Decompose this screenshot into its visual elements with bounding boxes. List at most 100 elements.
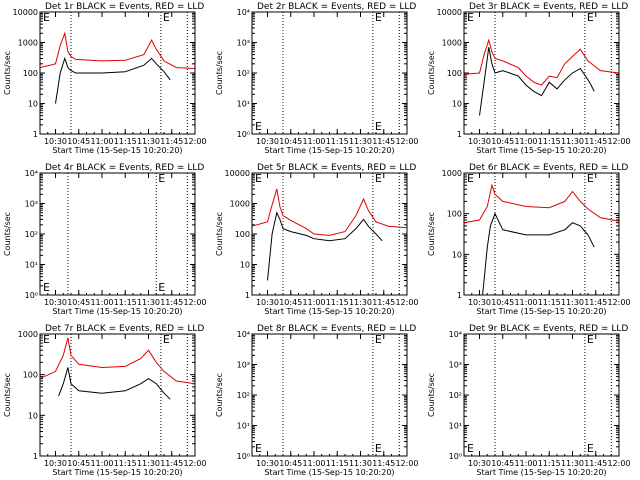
x-tick-label: 10:45 — [67, 298, 90, 307]
x-axis-label: Start Time (15-Sep-15 10:20:20) — [476, 146, 606, 155]
x-tick-label: 11:00 — [90, 137, 113, 146]
x-tick-label: 12:00 — [395, 137, 418, 146]
x-tick-label: 11:45 — [584, 137, 607, 146]
plot-frame — [251, 333, 408, 457]
x-tick-label: 11:00 — [514, 459, 537, 468]
series-lld-line — [39, 31, 196, 69]
y-tick-label: 10 — [452, 250, 462, 259]
x-tick-label: 11:15 — [326, 137, 349, 146]
x-axis-label: Start Time (15-Sep-15 10:20:20) — [264, 468, 394, 477]
panel-title: Det 5r BLACK = Events, RED = LLD — [257, 163, 416, 173]
series-lld-line — [39, 337, 196, 385]
x-tick-label: 11:30 — [561, 137, 584, 146]
event-marker: E — [467, 11, 474, 24]
y-axis-label: Counts/sec — [215, 51, 224, 95]
panel-title: Det 9r BLACK = Events, RED = LLD — [469, 324, 628, 334]
x-tick-label: 10:30 — [468, 459, 491, 468]
y-tick-label: 10² — [449, 391, 462, 400]
y-tick-label: 1000 — [442, 39, 462, 48]
event-marker: E — [163, 333, 170, 346]
event-marker: E — [43, 11, 50, 24]
y-tick-label: 10⁴ — [449, 330, 462, 339]
x-tick-label: 11:15 — [326, 459, 349, 468]
y-tick-label: 1 — [33, 130, 38, 139]
y-tick-label: 10⁰ — [237, 452, 250, 461]
y-tick-label: 10 — [452, 100, 462, 109]
y-tick-label: 10 — [240, 261, 250, 270]
panel-7: Det 7r BLACK = Events, RED = LLD Counts/s… — [3, 324, 207, 477]
panel-title: Det 8r BLACK = Events, RED = LLD — [257, 324, 416, 334]
x-tick-label: 11:00 — [514, 298, 537, 307]
event-marker: E — [467, 442, 474, 455]
y-tick-label: 1 — [245, 291, 250, 300]
x-axis-label: Start Time (15-Sep-15 10:20:20) — [476, 468, 606, 477]
event-marker: E — [43, 281, 50, 294]
series-lld-line — [463, 38, 620, 86]
series-lld-line — [463, 183, 620, 224]
series-events-line — [482, 212, 595, 296]
x-tick-label: 12:00 — [607, 137, 630, 146]
y-axis-label: Counts/sec — [427, 373, 436, 417]
y-tick-label: 10³ — [449, 361, 462, 370]
y-axis-label: Counts/sec — [215, 212, 224, 256]
panel-8: Det 8r BLACK = Events, RED = LLD Counts/s… — [215, 324, 419, 477]
y-axis-label: Counts/sec — [427, 51, 436, 95]
x-tick-label: 10:30 — [44, 459, 67, 468]
y-tick-label: 1000 — [18, 39, 38, 48]
x-tick-label: 11:15 — [114, 137, 137, 146]
event-marker: E — [255, 172, 262, 185]
plot-frame — [463, 333, 620, 457]
x-tick-label: 11:00 — [302, 298, 325, 307]
x-tick-label: 12:00 — [607, 298, 630, 307]
x-tick-label: 11:45 — [160, 459, 183, 468]
y-tick-label: 100 — [447, 69, 462, 78]
x-tick-label: 11:45 — [372, 459, 395, 468]
x-tick-label: 10:45 — [279, 459, 302, 468]
y-tick-label: 10000 — [437, 8, 462, 17]
x-tick-label: 11:45 — [160, 298, 183, 307]
x-tick-label: 11:15 — [114, 298, 137, 307]
plot-frame — [39, 11, 196, 135]
panel-9: Det 9r BLACK = Events, RED = LLD Counts/s… — [427, 324, 631, 477]
x-tick-label: 12:00 — [183, 298, 206, 307]
event-marker: E — [587, 172, 594, 185]
y-tick-label: 100 — [23, 69, 38, 78]
y-tick-label: 10⁰ — [237, 130, 250, 139]
x-axis-label: Start Time (15-Sep-15 10:20:20) — [264, 146, 394, 155]
x-tick-label: 11:00 — [90, 459, 113, 468]
x-tick-label: 10:30 — [44, 137, 67, 146]
y-tick-label: 100 — [235, 230, 250, 239]
x-tick-label: 10:45 — [491, 137, 514, 146]
x-tick-label: 10:45 — [67, 459, 90, 468]
y-axis-label: Counts/sec — [215, 373, 224, 417]
panel-title: Det 1r BLACK = Events, RED = LLD — [45, 2, 204, 12]
x-tick-label: 11:15 — [326, 298, 349, 307]
panel-title: Det 2r BLACK = Events, RED = LLD — [257, 2, 416, 12]
x-axis-label: Start Time (15-Sep-15 10:20:20) — [52, 146, 182, 155]
panel-title: Det 3r BLACK = Events, RED = LLD — [469, 2, 628, 12]
series-lld-line — [251, 188, 408, 236]
y-tick-label: 10⁰ — [25, 291, 38, 300]
event-marker: E — [587, 333, 594, 346]
y-tick-label: 10² — [25, 230, 38, 239]
y-tick-label: 10000 — [225, 169, 250, 178]
plot-frame — [251, 11, 408, 135]
x-tick-label: 10:45 — [279, 298, 302, 307]
x-axis-label: Start Time (15-Sep-15 10:20:20) — [52, 468, 182, 477]
y-tick-label: 10³ — [237, 39, 250, 48]
x-tick-label: 11:45 — [372, 137, 395, 146]
panel-5: Det 5r BLACK = Events, RED = LLD Counts/s… — [215, 163, 419, 316]
x-tick-label: 11:30 — [137, 459, 160, 468]
y-tick-label: 10 — [28, 100, 38, 109]
x-tick-label: 11:30 — [349, 137, 372, 146]
y-tick-label: 10¹ — [237, 100, 250, 109]
panel-1: Det 1r BLACK = Events, RED = LLD Counts/s… — [3, 2, 207, 155]
y-axis-label: Counts/sec — [3, 51, 12, 95]
panel-title: Det 7r BLACK = Events, RED = LLD — [45, 324, 204, 334]
y-tick-label: 10¹ — [237, 422, 250, 431]
x-axis-label: Start Time (15-Sep-15 10:20:20) — [52, 307, 182, 316]
x-tick-label: 11:30 — [349, 459, 372, 468]
x-tick-label: 12:00 — [183, 459, 206, 468]
x-tick-label: 10:30 — [256, 298, 279, 307]
